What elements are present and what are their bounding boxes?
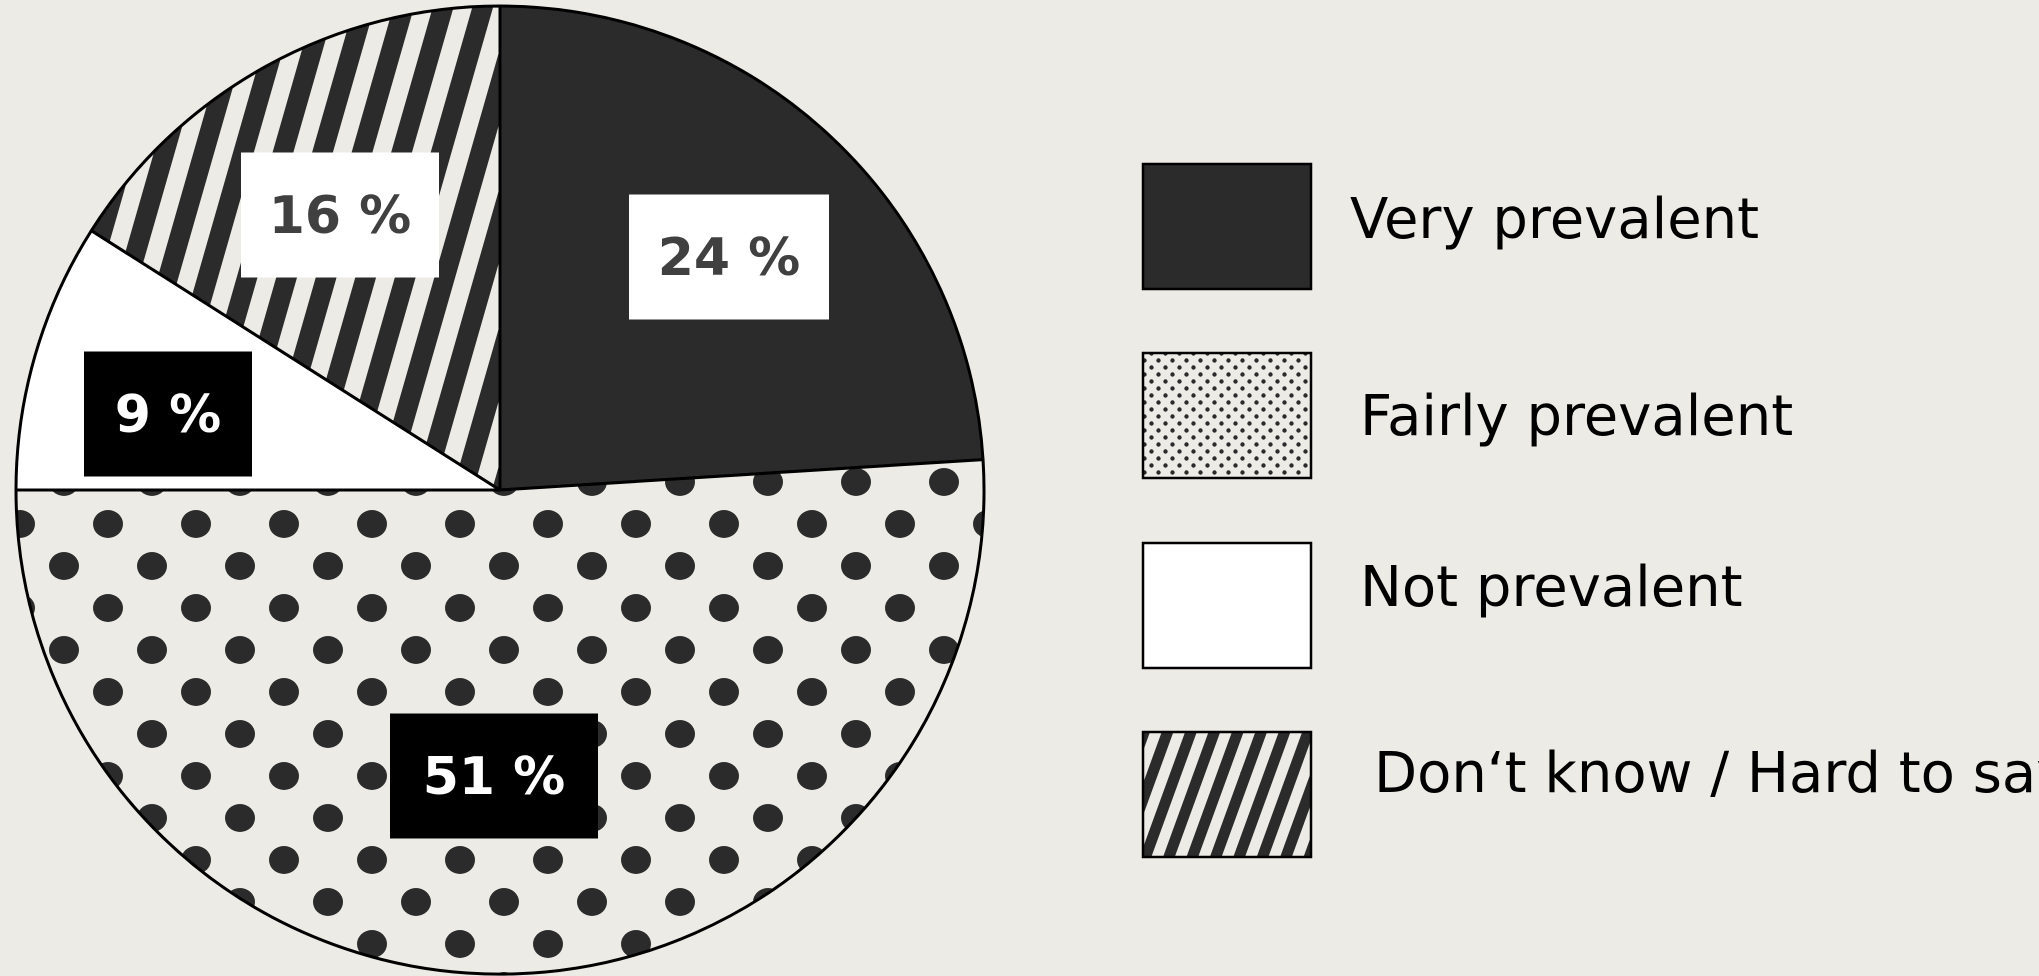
slice-label-box: [390, 713, 598, 839]
slice-value-label: 16 %: [269, 186, 412, 246]
slice-value-label: 51 %: [423, 747, 566, 807]
legend-swatch: [1141, 730, 1313, 859]
slice-value-label: 9 %: [115, 385, 221, 445]
legend-item-not-prevalent: Not prevalent: [1141, 541, 1743, 670]
legend-label: Don‘t know / Hard to say: [1374, 741, 2039, 806]
legend-label: Fairly prevalent: [1360, 384, 1793, 449]
legend: Very prevalent Fairly prevalent Not preval…: [1141, 162, 2039, 859]
legend-item-don-t-know-hard-to-say: Don‘t know / Hard to say: [1141, 730, 2039, 859]
slice-label-box: [241, 152, 439, 278]
slice-label-fairly-prevalent: 51 %: [390, 713, 598, 839]
slice-label-very-prevalent: 24 %: [629, 194, 829, 320]
slice-label-not-prevalent: 9 %: [84, 351, 252, 477]
legend-swatch: [1141, 351, 1313, 480]
slice-label-box: [629, 194, 829, 320]
legend-item-very-prevalent: Very prevalent: [1141, 162, 1759, 291]
slice-value-label: 24 %: [658, 228, 801, 288]
pie-slice-labels: 24 % 51 % 9 % 16 %: [84, 152, 829, 839]
legend-swatch: [1141, 541, 1313, 670]
legend-label: Not prevalent: [1360, 555, 1743, 620]
legend-item-fairly-prevalent: Fairly prevalent: [1141, 351, 1793, 480]
legend-swatch: [1141, 162, 1313, 291]
legend-label: Very prevalent: [1350, 187, 1759, 252]
slice-label-don-t-know-hard-to-say: 16 %: [241, 152, 439, 278]
slice-label-box: [84, 351, 252, 477]
